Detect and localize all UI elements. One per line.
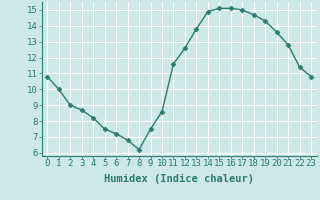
X-axis label: Humidex (Indice chaleur): Humidex (Indice chaleur) — [104, 174, 254, 184]
